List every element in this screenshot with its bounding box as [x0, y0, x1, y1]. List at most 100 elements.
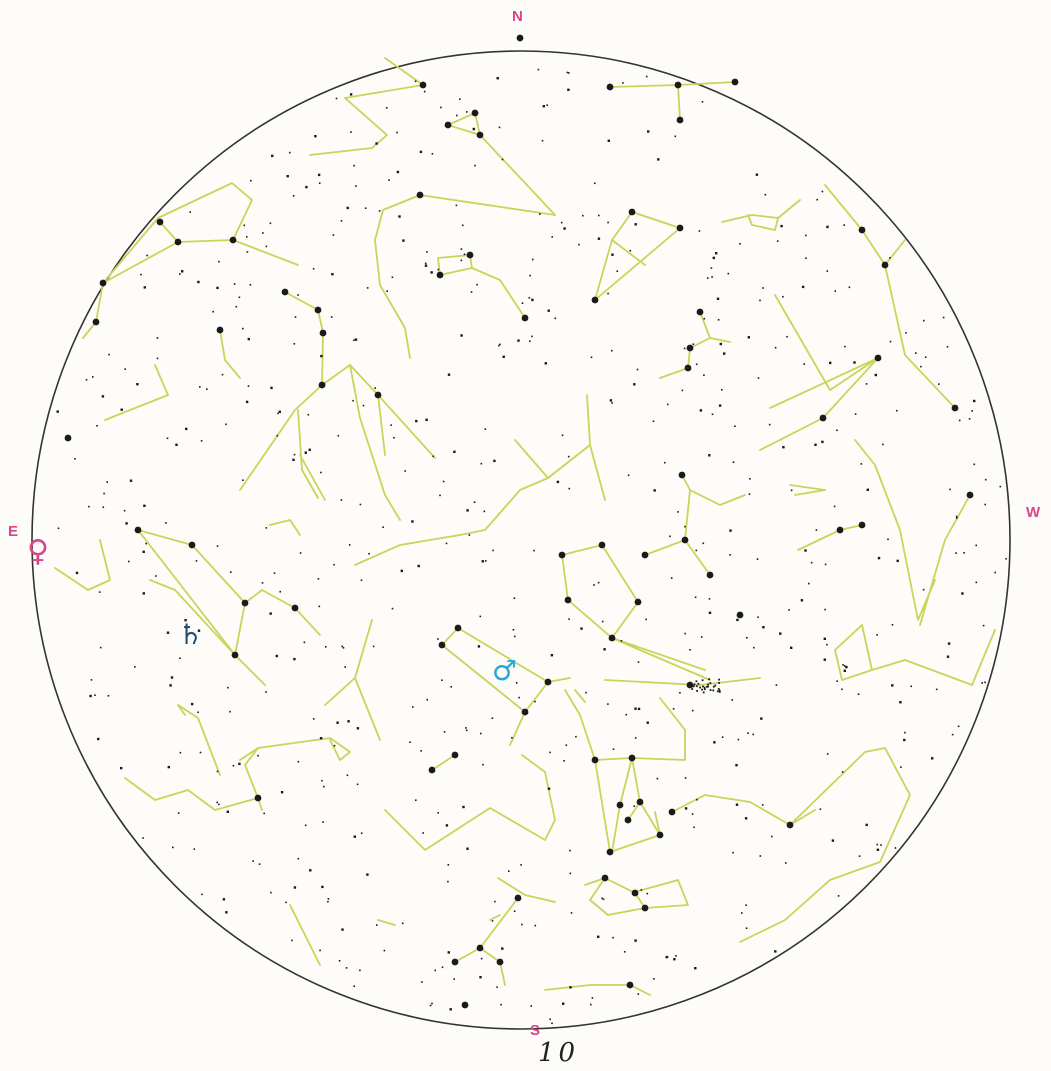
bright-star [628, 208, 636, 216]
faint-star [353, 835, 356, 838]
faint-star [320, 471, 322, 474]
faint-star [385, 107, 388, 109]
faint-star [973, 399, 976, 403]
faint-star [747, 732, 749, 734]
constellation-line [564, 689, 661, 853]
faint-star [85, 378, 88, 381]
faint-star [393, 437, 395, 439]
faint-star [499, 343, 501, 346]
constellation-line [377, 919, 396, 926]
faint-star [378, 210, 381, 212]
faint-star [265, 691, 267, 693]
faint-star [366, 287, 369, 289]
faint-star [745, 927, 748, 929]
faint-star [942, 316, 945, 319]
faint-star [106, 481, 108, 483]
faint-star [706, 685, 708, 688]
faint-star [541, 139, 544, 142]
faint-star [511, 737, 513, 739]
bright-star [564, 596, 572, 604]
faint-star [563, 227, 566, 230]
faint-star [143, 286, 146, 289]
faint-star [947, 642, 951, 645]
faint-star [303, 641, 306, 644]
faint-star [829, 361, 832, 365]
faint-star [580, 627, 583, 630]
faint-star [603, 648, 606, 651]
faint-star [529, 340, 531, 342]
faint-star [216, 801, 218, 804]
faint-star [652, 420, 655, 423]
faint-star [404, 470, 406, 472]
faint-star [142, 550, 145, 553]
faint-star [307, 413, 310, 416]
faint-star [442, 480, 445, 483]
faint-star [674, 135, 677, 138]
faint-star [261, 582, 264, 584]
faint-star [946, 655, 950, 658]
faint-star [636, 368, 639, 371]
faint-star [297, 760, 300, 763]
faint-star [718, 689, 721, 692]
faint-star [782, 446, 785, 449]
faint-star [821, 440, 824, 444]
faint-star [166, 631, 170, 634]
faint-star [382, 526, 384, 528]
faint-star [782, 295, 784, 298]
faint-star [340, 220, 343, 222]
faint-star [206, 388, 208, 390]
faint-star [999, 485, 1002, 488]
faint-star [474, 164, 476, 167]
faint-star [800, 599, 804, 602]
faint-star [515, 682, 518, 684]
bright-star [451, 958, 459, 966]
faint-star [221, 373, 224, 376]
faint-star [718, 678, 720, 681]
bright-star [676, 224, 684, 232]
faint-star [102, 506, 105, 508]
faint-star [257, 754, 259, 757]
faint-star [368, 553, 370, 555]
faint-star [225, 423, 227, 426]
faint-star [833, 505, 836, 508]
faint-star [735, 764, 738, 767]
faint-star [821, 190, 824, 193]
bright-star [591, 296, 599, 304]
faint-star [360, 832, 363, 834]
constellation-line [102, 241, 179, 284]
faint-star [460, 259, 463, 262]
faint-star [396, 170, 400, 174]
faint-star [701, 679, 704, 682]
faint-star [437, 268, 440, 271]
faint-star [896, 559, 899, 563]
faint-star [423, 90, 426, 93]
bright-star [641, 904, 649, 912]
constellation-line [671, 747, 911, 943]
faint-star [718, 682, 720, 684]
faint-star [492, 549, 494, 552]
bright-star [674, 81, 682, 89]
faint-star [453, 978, 455, 980]
constellation-line [509, 711, 526, 746]
faint-star [356, 783, 359, 786]
faint-star [677, 511, 679, 513]
faint-star [712, 685, 715, 688]
constellation-line [777, 199, 801, 219]
faint-star [692, 343, 695, 345]
faint-star [633, 383, 636, 386]
constellation-line [54, 539, 111, 591]
faint-star [554, 317, 557, 320]
faint-star [531, 298, 534, 302]
constellation-line [159, 221, 299, 266]
faint-star [819, 808, 822, 810]
faint-star [594, 182, 596, 185]
bright-star [99, 279, 107, 287]
faint-star [169, 684, 172, 687]
faint-star [429, 1004, 432, 1007]
faint-star [493, 459, 496, 463]
faint-star [537, 68, 540, 71]
bright-star [606, 83, 614, 91]
faint-star [319, 737, 323, 740]
constellation-line [677, 84, 681, 121]
faint-star [441, 679, 443, 681]
